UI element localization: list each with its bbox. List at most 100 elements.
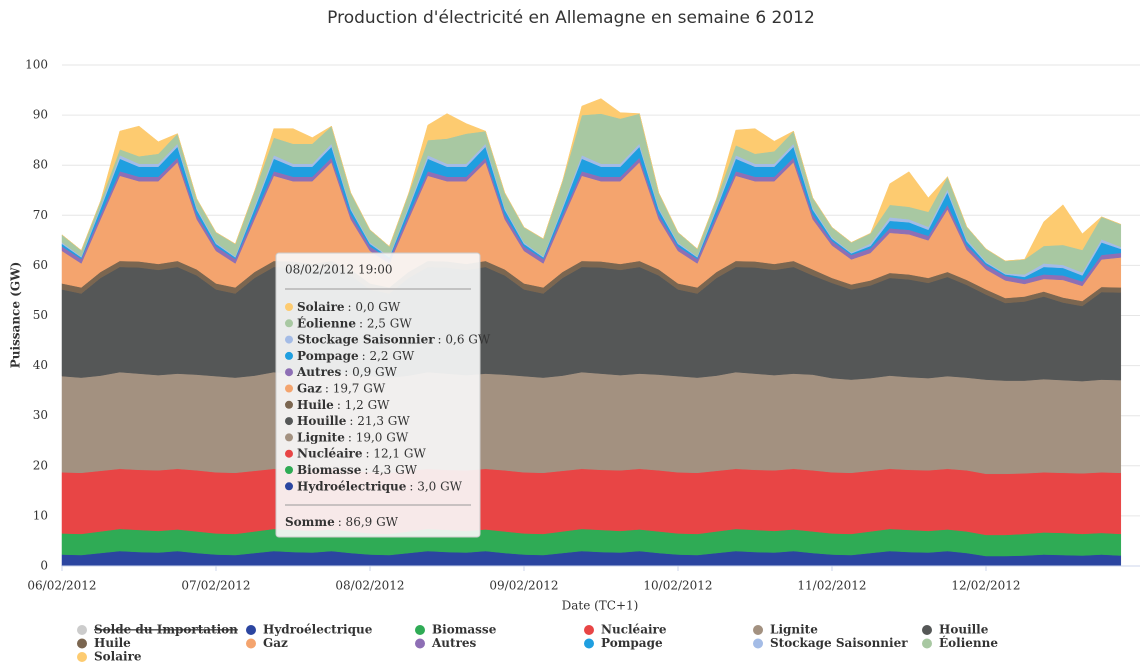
legend-marker xyxy=(77,625,87,635)
tooltip-row: Lignite: 19,0 GW xyxy=(297,430,409,444)
legend-marker xyxy=(922,625,932,635)
tooltip-row: Hydroélectrique: 3,0 GW xyxy=(297,479,463,493)
x-tick-label: 10/02/2012 xyxy=(643,579,712,593)
y-tick-label: 80 xyxy=(33,158,48,172)
legend: Solde du Importation Hydroélectrique Bioma… xyxy=(77,623,998,664)
tooltip-name: Gaz xyxy=(297,381,322,395)
tooltip-total-part: : 86,9 GW xyxy=(338,515,399,529)
tooltip-value: : 4,3 GW xyxy=(364,463,417,477)
tooltip-row: Biomasse: 4,3 GW xyxy=(297,463,418,477)
tooltip-name: Pompage xyxy=(297,348,359,362)
legend-marker xyxy=(246,625,256,635)
y-tick-label: 100 xyxy=(25,58,48,72)
legend-label: Houille xyxy=(939,623,989,637)
y-tick-label: 70 xyxy=(33,208,48,222)
tooltip-name: Houille xyxy=(297,414,347,428)
tooltip-marker xyxy=(285,303,293,311)
tooltip-marker xyxy=(285,335,293,344)
y-tick-label: 50 xyxy=(33,308,48,322)
tooltip-row: Pompage: 2,2 GW xyxy=(297,348,415,362)
legend-label: Huile xyxy=(94,636,131,650)
tooltip-value: : 12,1 GW xyxy=(365,446,426,460)
y-tick-label: 60 xyxy=(33,258,48,272)
tooltip-name: Autres xyxy=(296,365,342,379)
x-tick-label: 06/02/2012 xyxy=(27,579,96,593)
tooltip: 08/02/2012 19:00 Solaire: 0,0 GWÉolienne:… xyxy=(275,252,491,538)
legend-label: Lignite xyxy=(770,623,818,637)
tooltip-row: Huile: 1,2 GW xyxy=(297,397,390,411)
tooltip-marker xyxy=(285,433,293,442)
tooltip-name: Nucléaire xyxy=(297,446,363,460)
tooltip-value: : 2,2 GW xyxy=(362,348,415,362)
y-tick-label: 90 xyxy=(33,108,48,122)
tooltip-value: : 19,7 GW xyxy=(325,381,386,395)
x-tick-label: 11/02/2012 xyxy=(797,579,866,593)
y-tick-label: 10 xyxy=(33,508,48,522)
y-tick-label: 40 xyxy=(33,358,48,372)
tooltip-marker xyxy=(285,400,293,409)
area xyxy=(61,98,1121,262)
legend-marker xyxy=(753,638,763,649)
chart-title: Production d'électricité en Allemagne en… xyxy=(327,8,815,28)
legend-marker xyxy=(415,625,425,635)
legend-marker xyxy=(584,625,594,635)
legend-marker xyxy=(246,638,256,649)
x-tick-label: 07/02/2012 xyxy=(181,579,250,593)
tooltip-row: Gaz: 19,7 GW xyxy=(297,381,386,395)
legend-label: Biomasse xyxy=(432,623,497,637)
tooltip-row: Solaire: 0,0 GW xyxy=(297,300,401,314)
legend-label: Pompage xyxy=(601,636,663,650)
tooltip-row: Houille: 21,3 GW xyxy=(297,414,410,428)
tooltip-value: : 0,6 GW xyxy=(438,332,491,346)
x-tick-label: 08/02/2012 xyxy=(335,579,404,593)
legend-label: Autres xyxy=(431,636,477,650)
y-tick-label: 20 xyxy=(33,458,48,472)
legend-marker xyxy=(415,638,425,649)
y-axis-label: Puissance (GW) xyxy=(9,262,23,369)
legend-label: Hydroélectrique xyxy=(263,623,373,637)
legend-marker xyxy=(77,652,87,662)
y-tick-label: 30 xyxy=(33,408,48,422)
tooltip-total-part: Somme xyxy=(285,515,335,529)
y-tick-label: 0 xyxy=(40,559,48,573)
area xyxy=(61,468,1122,536)
legend-marker xyxy=(922,638,932,649)
legend-marker xyxy=(584,638,594,649)
x-tick-label: 09/02/2012 xyxy=(489,579,558,593)
tooltip-row: Stockage Saisonnier: 0,6 GW xyxy=(297,332,491,346)
area xyxy=(61,371,1122,475)
tooltip-name: Solaire xyxy=(297,300,345,314)
tooltip-marker xyxy=(285,466,293,474)
tooltip-box xyxy=(275,252,481,538)
tooltip-name: Hydroélectrique xyxy=(297,479,407,493)
tooltip-row: Autres: 0,9 GW xyxy=(296,365,398,379)
tooltip-marker xyxy=(285,449,293,458)
legend-label: Solaire xyxy=(94,650,142,664)
legend-label: Nucléaire xyxy=(601,623,667,637)
tooltip-marker xyxy=(285,417,293,426)
tooltip-marker xyxy=(285,368,293,377)
tooltip-marker xyxy=(285,482,293,491)
tooltip-marker xyxy=(285,319,293,328)
tooltip-value: : 3,0 GW xyxy=(409,479,462,493)
tooltip-header: 08/02/2012 19:00 xyxy=(285,263,393,277)
tooltip-marker xyxy=(285,351,293,360)
tooltip-value: : 21,3 GW xyxy=(349,414,410,428)
legend-label: Gaz xyxy=(263,636,288,650)
tooltip-name: Stockage Saisonnier xyxy=(297,332,435,346)
x-tick-label: 12/02/2012 xyxy=(951,579,1020,593)
tooltip-name: Huile xyxy=(297,397,334,411)
x-axis-label: Date (TC+1) xyxy=(562,599,639,613)
legend-label: Stockage Saisonnier xyxy=(770,636,908,650)
tooltip-row: Éolienne: 2,5 GW xyxy=(297,315,412,330)
tooltip-marker xyxy=(285,384,293,393)
tooltip-total: Somme: 86,9 GW xyxy=(285,515,399,529)
tooltip-name: Biomasse xyxy=(297,463,362,477)
tooltip-name: Éolienne xyxy=(297,315,356,330)
tooltip-value: : 0,9 GW xyxy=(344,365,397,379)
tooltip-value: : 2,5 GW xyxy=(359,316,412,330)
tooltip-value: : 1,2 GW xyxy=(337,397,390,411)
legend-label: Solde du Importation xyxy=(94,623,238,637)
tooltip-name: Lignite xyxy=(297,430,345,444)
